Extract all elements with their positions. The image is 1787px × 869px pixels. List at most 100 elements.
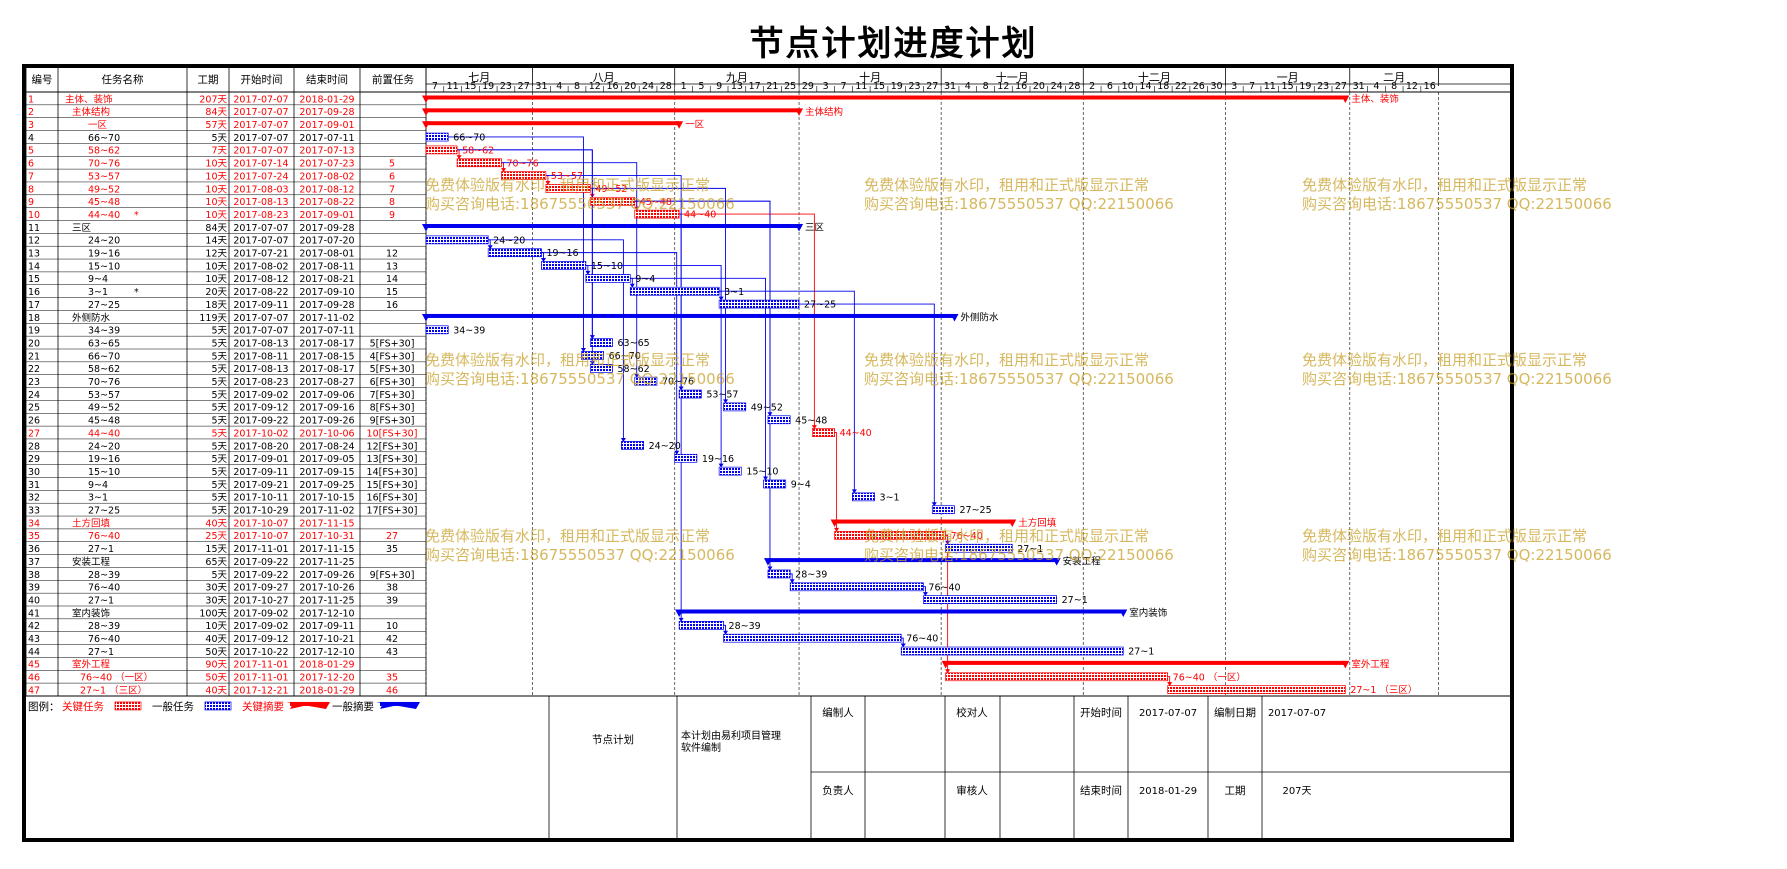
task-id: 45 (28, 660, 40, 671)
task-id: 23 (28, 377, 40, 388)
day-label: 15 (873, 81, 885, 92)
table-row: 20 63~65 5天 2017-08-13 2017-08-17 5[FS+30] (28, 338, 414, 349)
task-duration: 18天 (205, 300, 227, 311)
legend-normal-swatch (205, 702, 231, 710)
task-duration: 5天 (211, 133, 227, 144)
task-predecessor: 43 (386, 647, 398, 658)
task-name: 70~76 (88, 159, 120, 170)
task-predecessor: 9[FS+30] (370, 416, 415, 427)
task-end: 2017-07-13 (299, 146, 354, 157)
task-name: 70~76 (88, 377, 120, 388)
task-name: 28~39 (88, 570, 120, 581)
task-end: 2017-10-15 (299, 493, 354, 504)
task-name: 34~39 (88, 326, 120, 337)
task-name: 三区 (72, 223, 92, 234)
task-end: 2017-09-01 (299, 210, 354, 221)
summary-bar (768, 558, 1057, 562)
day-label: 9 (716, 81, 722, 92)
task-id: 40 (28, 595, 40, 606)
day-label: 11 (1264, 81, 1276, 92)
bar-label: 主体、装饰 (1351, 93, 1399, 105)
day-label: 10 (1122, 81, 1134, 92)
task-bar (1168, 686, 1346, 694)
task-start: 2017-09-21 (233, 480, 288, 491)
task-duration: 5天 (211, 493, 227, 504)
task-start: 2017-07-07 (233, 326, 288, 337)
day-label: 27 (518, 81, 530, 92)
bar-label: 3~1 (880, 492, 900, 503)
bar-label: 室外工程 (1351, 658, 1390, 670)
bar-label: 58~62 (462, 145, 494, 156)
task-name: 63~65 (88, 338, 120, 349)
task-end: 2017-09-06 (299, 390, 354, 401)
task-bar (764, 480, 786, 488)
task-start: 2017-07-07 (233, 146, 288, 157)
task-id: 9 (28, 197, 34, 208)
day-label: 3 (1231, 81, 1237, 92)
task-bar (541, 262, 585, 270)
task-duration: 207天 (199, 94, 227, 105)
task-name: 安装工程 (72, 556, 111, 568)
task-bar (679, 621, 723, 629)
task-start: 2017-09-22 (233, 416, 288, 427)
task-id: 16 (28, 287, 40, 298)
task-predecessor: 16[FS+30] (367, 493, 418, 504)
task-start: 2017-10-11 (233, 493, 288, 504)
bar-label: 49~52 (751, 402, 783, 413)
task-bar (457, 159, 501, 167)
task-duration: 100天 (199, 608, 227, 619)
bar-label: 27~1 （三区） (1350, 684, 1417, 696)
table-row: 6 70~76 10天 2017-07-14 2017-07-23 5 (28, 159, 395, 170)
summary-bar (426, 224, 799, 228)
task-name: 27~25 (88, 506, 120, 517)
task-id: 28 (28, 441, 40, 452)
bar-label: 76~40 (951, 531, 983, 542)
task-name: 45~48 (88, 416, 120, 427)
task-id: 8 (28, 184, 34, 195)
task-bar (590, 364, 612, 372)
task-duration: 40天 (205, 685, 227, 696)
table-row: 9 45~48 10天 2017-08-13 2017-08-22 8 (28, 197, 395, 208)
task-end: 2017-07-11 (299, 326, 354, 337)
task-end: 2017-09-05 (299, 454, 354, 465)
legend-critical-summary: 关键摘要 (242, 700, 284, 713)
table-row: 34 土方回填 40天 2017-10-07 2017-11-15 (28, 517, 355, 529)
task-end: 2017-10-31 (299, 531, 354, 542)
task-predecessor: 5[FS+30] (370, 338, 415, 349)
day-label: 27 (1335, 81, 1347, 92)
task-id: 25 (28, 403, 40, 414)
task-name: 45~48 (88, 197, 120, 208)
table-row: 42 28~39 10天 2017-09-02 2017-09-11 10 (28, 621, 398, 632)
task-predecessor: 9 (389, 210, 395, 221)
task-end: 2017-08-17 (299, 338, 354, 349)
bar-label: 66~70 (609, 351, 641, 362)
task-start: 2017-08-23 (233, 210, 288, 221)
day-label: 17 (749, 81, 761, 92)
task-bar (488, 249, 541, 257)
task-name: 66~70 (88, 351, 120, 362)
bar-label: 19~16 (546, 248, 578, 259)
task-duration: 119天 (199, 313, 227, 324)
task-start: 2017-08-13 (233, 338, 288, 349)
legend-critical-task: 关键任务 (62, 700, 104, 713)
table-row: 4 66~70 5天 2017-07-07 2017-07-11 (28, 133, 355, 144)
task-id: 6 (28, 159, 34, 170)
task-end: 2017-11-15 (299, 544, 354, 555)
task-name: 19~16 (88, 249, 120, 260)
legend-critical-swatch (115, 702, 141, 710)
day-label: 22 (1175, 81, 1187, 92)
task-id: 10 (28, 210, 40, 221)
day-label: 31 (1353, 81, 1365, 92)
task-duration: 5天 (211, 428, 227, 439)
day-label: 4 (1373, 81, 1379, 92)
task-bar (724, 634, 902, 642)
task-end: 2017-09-28 (299, 107, 354, 118)
task-name: 53~57 (88, 390, 120, 401)
task-start: 2017-10-02 (233, 428, 288, 439)
task-start: 2017-11-01 (233, 673, 288, 684)
task-name: 主体结构 (72, 106, 110, 118)
task-end: 2017-10-26 (299, 583, 354, 594)
task-duration: 84天 (205, 107, 227, 118)
table-row: 17 27~25 18天 2017-09-11 2017-09-28 16 (28, 300, 398, 311)
compiler-label: 编制人 (822, 706, 854, 719)
